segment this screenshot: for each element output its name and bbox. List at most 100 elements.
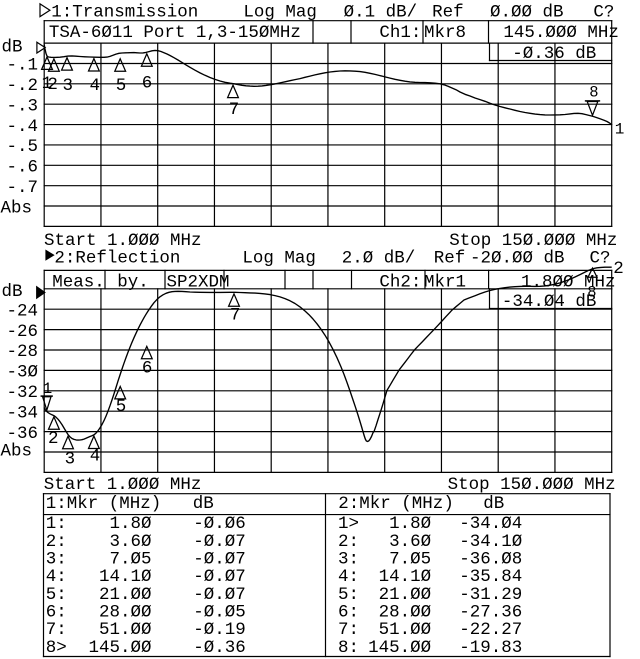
- svg-text:7: 7: [229, 100, 240, 120]
- svg-text:4:: 4:: [46, 567, 67, 587]
- svg-text:-.1: -.1: [7, 56, 39, 76]
- svg-text:-Ø.36 dB: -Ø.36 dB: [512, 44, 596, 64]
- svg-text:3.6Ø: 3.6Ø: [109, 532, 151, 552]
- svg-text:51.ØØ: 51.ØØ: [379, 620, 432, 640]
- svg-text:1.8ØØ MHz: 1.8ØØ MHz: [521, 272, 616, 292]
- svg-text:8: 8: [589, 84, 598, 102]
- svg-text:Start 1.ØØØ MHz: Start 1.ØØØ MHz: [44, 475, 202, 495]
- svg-text:2: 2: [48, 429, 59, 449]
- svg-text:4: 4: [90, 76, 101, 96]
- svg-text:dB: dB: [193, 494, 214, 514]
- svg-text:-34.Ø4 dB: -34.Ø4 dB: [502, 292, 597, 312]
- svg-text:-Ø.19: -Ø.19: [193, 620, 246, 640]
- svg-text:-Ø.Ø6: -Ø.Ø6: [193, 514, 246, 534]
- svg-text:1.8Ø: 1.8Ø: [389, 514, 431, 534]
- svg-text:dB: dB: [2, 282, 23, 302]
- svg-text:-.7: -.7: [7, 178, 39, 198]
- svg-text:2.Ø dB/: 2.Ø dB/: [342, 249, 416, 269]
- svg-text:1.8Ø: 1.8Ø: [109, 514, 151, 534]
- svg-text:-31.29: -31.29: [459, 585, 522, 605]
- svg-text:8:: 8:: [338, 638, 359, 658]
- svg-text:5:: 5:: [338, 585, 359, 605]
- svg-text:Start 1.ØØØ MHz: Start 1.ØØØ MHz: [44, 231, 202, 251]
- svg-text:-26: -26: [7, 322, 39, 342]
- svg-text:2:Reflection: 2:Reflection: [54, 249, 180, 269]
- svg-text:7: 7: [230, 306, 241, 326]
- svg-text:-24: -24: [7, 301, 39, 321]
- svg-text:-Ø.36: -Ø.36: [193, 638, 246, 658]
- svg-text:Abs: Abs: [1, 199, 33, 219]
- svg-text:-Ø.Ø5: -Ø.Ø5: [193, 602, 246, 622]
- svg-text:21.ØØ: 21.ØØ: [379, 585, 432, 605]
- svg-text:Ch1:: Ch1:: [379, 23, 421, 43]
- svg-text:28.ØØ: 28.ØØ: [379, 602, 432, 622]
- svg-text:Mkr8: Mkr8: [424, 23, 466, 43]
- svg-text:1: 1: [42, 74, 53, 94]
- svg-text:1: 1: [615, 121, 625, 139]
- svg-text:-2Ø.ØØ dB: -2Ø.ØØ dB: [470, 249, 565, 269]
- svg-text:-35.84: -35.84: [459, 567, 522, 587]
- svg-text:-Ø.Ø7: -Ø.Ø7: [193, 585, 246, 605]
- svg-text:-Ø.Ø7: -Ø.Ø7: [193, 567, 246, 587]
- svg-text:145.ØØØ MHz: 145.ØØØ MHz: [503, 23, 619, 43]
- svg-text:8: 8: [587, 283, 596, 301]
- svg-text:3:: 3:: [338, 550, 359, 570]
- svg-text:Log Mag: Log Mag: [242, 249, 316, 269]
- svg-text:Ref: Ref: [434, 249, 466, 269]
- svg-text:4:: 4:: [338, 567, 359, 587]
- svg-text:3: 3: [65, 449, 76, 469]
- svg-text:3: 3: [63, 76, 74, 96]
- svg-text:-34.1Ø: -34.1Ø: [459, 532, 522, 552]
- svg-text:-Ø.Ø7: -Ø.Ø7: [193, 532, 246, 552]
- svg-text:21.ØØ: 21.ØØ: [99, 585, 152, 605]
- svg-text:2: 2: [613, 259, 624, 279]
- svg-text:-3Ø: -3Ø: [7, 363, 39, 383]
- svg-text:-36: -36: [7, 424, 39, 444]
- svg-text:dB: dB: [2, 37, 23, 57]
- svg-text:2:: 2:: [46, 532, 67, 552]
- svg-text:4: 4: [90, 447, 101, 467]
- svg-text:1:: 1:: [46, 514, 67, 534]
- svg-text:-.6: -.6: [7, 158, 39, 178]
- svg-text:2:: 2:: [338, 532, 359, 552]
- svg-text:-34.Ø4: -34.Ø4: [459, 514, 522, 534]
- svg-text:2:Mkr (MHz): 2:Mkr (MHz): [338, 494, 454, 514]
- svg-text:Ref: Ref: [432, 2, 464, 22]
- svg-text:Abs: Abs: [1, 442, 33, 462]
- svg-text:-.2: -.2: [7, 76, 39, 96]
- svg-text:Ø.1 dB/: Ø.1 dB/: [344, 2, 418, 22]
- svg-text:6: 6: [142, 359, 153, 379]
- svg-text:14.1Ø: 14.1Ø: [379, 567, 432, 587]
- svg-text:28.ØØ: 28.ØØ: [99, 602, 152, 622]
- svg-text:Log Mag: Log Mag: [243, 2, 317, 22]
- svg-text:-27.36: -27.36: [459, 602, 522, 622]
- svg-text:-Ø.Ø7: -Ø.Ø7: [193, 550, 246, 570]
- svg-text:SP2XDM: SP2XDM: [167, 272, 230, 292]
- svg-text:14.1Ø: 14.1Ø: [99, 567, 152, 587]
- svg-text:Stop 15Ø.ØØØ MHz: Stop 15Ø.ØØØ MHz: [449, 231, 617, 251]
- svg-text:Stop 15Ø.ØØØ MHz: Stop 15Ø.ØØØ MHz: [448, 475, 616, 495]
- svg-text:by.: by.: [117, 272, 149, 292]
- svg-text:-32: -32: [7, 383, 39, 403]
- svg-text:-22.27: -22.27: [459, 620, 522, 640]
- svg-text:7.Ø5: 7.Ø5: [389, 550, 431, 570]
- svg-text:Mkr1: Mkr1: [424, 272, 466, 292]
- svg-text:-36.Ø8: -36.Ø8: [459, 550, 522, 570]
- svg-text:C?: C?: [590, 249, 611, 269]
- svg-text:145.ØØ: 145.ØØ: [368, 638, 431, 658]
- svg-text:6: 6: [142, 74, 153, 94]
- svg-text:-19.83: -19.83: [459, 638, 522, 658]
- svg-text:Meas.: Meas.: [52, 272, 105, 292]
- svg-text:1:Mkr (MHz): 1:Mkr (MHz): [46, 494, 162, 514]
- svg-text:1>: 1>: [338, 514, 359, 534]
- svg-text:C?: C?: [593, 2, 614, 22]
- svg-text:TSA-6Ø11 Port 1,3-15ØMHz: TSA-6Ø11 Port 1,3-15ØMHz: [49, 23, 301, 43]
- svg-text:5: 5: [116, 397, 127, 417]
- svg-text:-.3: -.3: [7, 96, 39, 116]
- svg-text:7.Ø5: 7.Ø5: [109, 550, 151, 570]
- svg-text:Ø.ØØ dB: Ø.ØØ dB: [490, 2, 564, 22]
- svg-text:1: 1: [43, 380, 53, 398]
- svg-text:8>: 8>: [46, 638, 67, 658]
- svg-text:Ch2:: Ch2:: [379, 272, 421, 292]
- svg-text:5:: 5:: [46, 585, 67, 605]
